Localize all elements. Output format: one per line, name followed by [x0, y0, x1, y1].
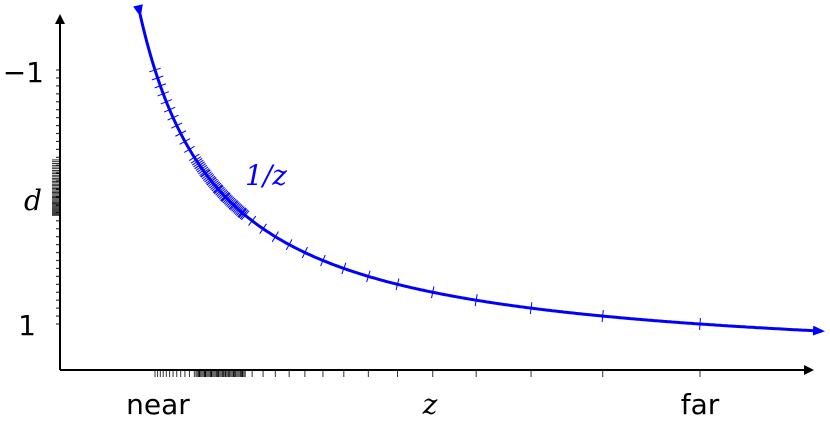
curve-tick	[259, 223, 267, 234]
curve-tick	[220, 191, 230, 201]
curve-tick	[699, 317, 701, 331]
curve-tick	[210, 181, 221, 190]
curve-tick	[204, 174, 215, 183]
y-tick-label-minus-one: −1	[3, 56, 44, 89]
curve-tick	[217, 189, 228, 199]
curve-ticks	[149, 67, 701, 331]
curve-tick	[474, 294, 478, 307]
curve-tick	[200, 169, 211, 178]
curve-tick	[238, 207, 247, 218]
x-axis-label: z	[422, 388, 438, 421]
curve-tick	[202, 172, 214, 181]
curve-tick	[601, 310, 604, 323]
curve-tick	[226, 197, 236, 208]
curve-tick	[236, 206, 245, 217]
curve-tick	[237, 207, 246, 218]
curve-tick	[209, 180, 219, 189]
curve-tick	[220, 192, 231, 202]
curve-tick	[154, 83, 167, 89]
curve-tick	[171, 122, 183, 129]
curve-tick	[205, 175, 216, 185]
curve-tick	[240, 210, 250, 221]
curve-tick	[188, 153, 200, 161]
curve-tick	[160, 99, 173, 105]
curve-tick	[175, 130, 187, 137]
curve-tick	[215, 186, 225, 196]
x-label-near: near	[126, 388, 190, 421]
curve-tick	[232, 203, 242, 213]
curve-tick	[238, 208, 248, 219]
curve-tick	[218, 190, 229, 200]
curve-tick	[529, 302, 533, 315]
curve-tick	[211, 182, 222, 192]
curve-tick	[223, 195, 233, 205]
curve-tick	[234, 205, 244, 215]
curve-tick	[227, 198, 237, 209]
curve-tick	[341, 262, 347, 275]
curve-tick	[191, 158, 203, 166]
curve-tick	[167, 114, 179, 121]
curve-tick	[285, 239, 293, 251]
curve-tick	[222, 194, 232, 204]
curve-tick	[221, 193, 231, 203]
curve-tick	[199, 168, 210, 177]
curve-tick	[248, 215, 257, 226]
curve-tick	[301, 246, 308, 259]
curve-tick	[184, 145, 195, 153]
curve-tick	[271, 231, 279, 243]
curve-tick	[216, 188, 226, 197]
curve-tick	[149, 67, 161, 73]
curve-tick	[233, 204, 243, 214]
inverse-depth-curve	[133, 4, 825, 336]
curve-tick	[213, 185, 224, 195]
curve-tick	[231, 202, 241, 212]
curve-tick	[229, 201, 239, 211]
y-axis-ticks	[52, 69, 60, 325]
curve-tick	[151, 75, 164, 81]
curve-tick	[190, 156, 202, 164]
curve-tick	[207, 178, 218, 188]
curve-tick	[196, 164, 208, 173]
curve-tick	[213, 184, 223, 194]
curve-tick	[179, 138, 191, 145]
curve-tick	[198, 166, 209, 175]
curve-tick	[157, 91, 170, 97]
x-axis-ticks	[154, 370, 701, 377]
y-tick-label-one: 1	[18, 309, 36, 342]
curve-tick	[395, 278, 400, 291]
curve-tick	[195, 163, 207, 171]
y-axis-label: d	[24, 184, 42, 217]
curve-tick	[320, 254, 326, 267]
curve-tick	[201, 171, 212, 180]
curve-tick	[206, 177, 217, 186]
curve-tick	[431, 286, 435, 299]
curve-tick	[194, 161, 205, 170]
curve-label: 1/z	[245, 159, 287, 192]
curve-tick	[239, 209, 249, 220]
curve-tick	[200, 169, 211, 178]
curve-tick	[366, 270, 371, 283]
curve-tick	[225, 196, 235, 206]
curve-tick	[163, 106, 176, 113]
x-label-far: far	[681, 388, 720, 421]
curve-tick	[212, 184, 223, 193]
curve-tick	[228, 199, 238, 210]
curve-tick	[193, 159, 204, 168]
